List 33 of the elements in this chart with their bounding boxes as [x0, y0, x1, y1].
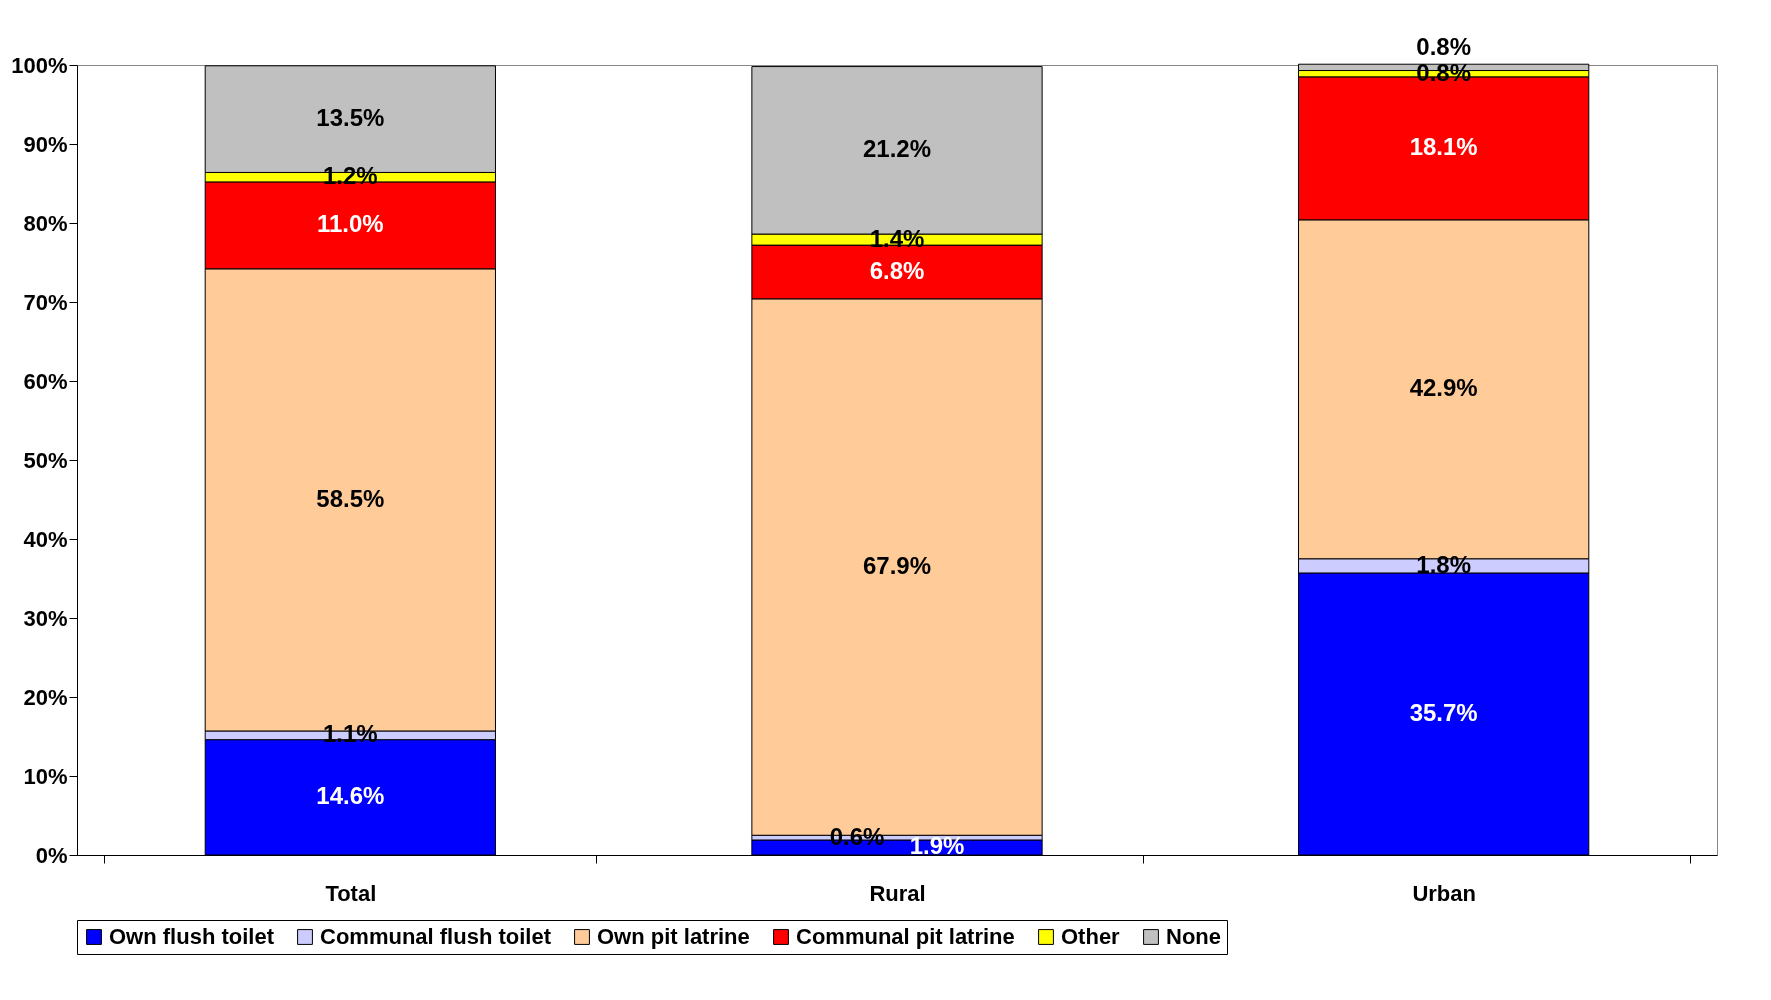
- data-label: 35.7%: [1409, 698, 1478, 726]
- legend-label: Communal pit latrine: [796, 924, 1015, 949]
- data-label: 67.9%: [862, 552, 932, 580]
- y-tick-label: 10%: [23, 763, 68, 789]
- y-tick-label: 100%: [11, 52, 68, 78]
- data-label: 18.1%: [1409, 133, 1478, 161]
- y-tick-label: 0%: [35, 842, 68, 868]
- data-label: 58.5%: [316, 484, 385, 512]
- data-label: 21.2%: [862, 135, 932, 163]
- data-label: 11.0%: [316, 210, 384, 238]
- y-tick-label: 50%: [23, 447, 68, 473]
- y-tick-label: 20%: [23, 684, 68, 710]
- data-label: 6.8%: [869, 256, 925, 284]
- data-label: 14.6%: [316, 782, 385, 810]
- y-tick-label: 30%: [23, 605, 68, 631]
- y-tick-label: 40%: [23, 526, 68, 552]
- legend-label: Own flush toilet: [109, 924, 275, 949]
- x-tick-label: Urban: [1412, 880, 1476, 906]
- legend-label: Own pit latrine: [597, 924, 750, 949]
- y-tick-label: 80%: [23, 210, 68, 236]
- y-tick-label: 70%: [23, 289, 68, 315]
- data-label: 13.5%: [316, 104, 385, 132]
- legend-label: Communal flush toilet: [320, 924, 552, 949]
- data-label: 1.9%: [909, 832, 965, 860]
- x-tick-label: Rural: [869, 880, 926, 906]
- data-label: 42.9%: [1409, 374, 1478, 402]
- data-label: 1.8%: [1416, 550, 1472, 578]
- y-tick-label: 60%: [23, 368, 68, 394]
- legend-label: None: [1166, 924, 1221, 949]
- data-label: 0.8%: [1416, 33, 1472, 61]
- legend-label: Other: [1061, 924, 1121, 949]
- x-tick-label: Total: [325, 880, 377, 906]
- y-tick-label: 90%: [23, 131, 68, 157]
